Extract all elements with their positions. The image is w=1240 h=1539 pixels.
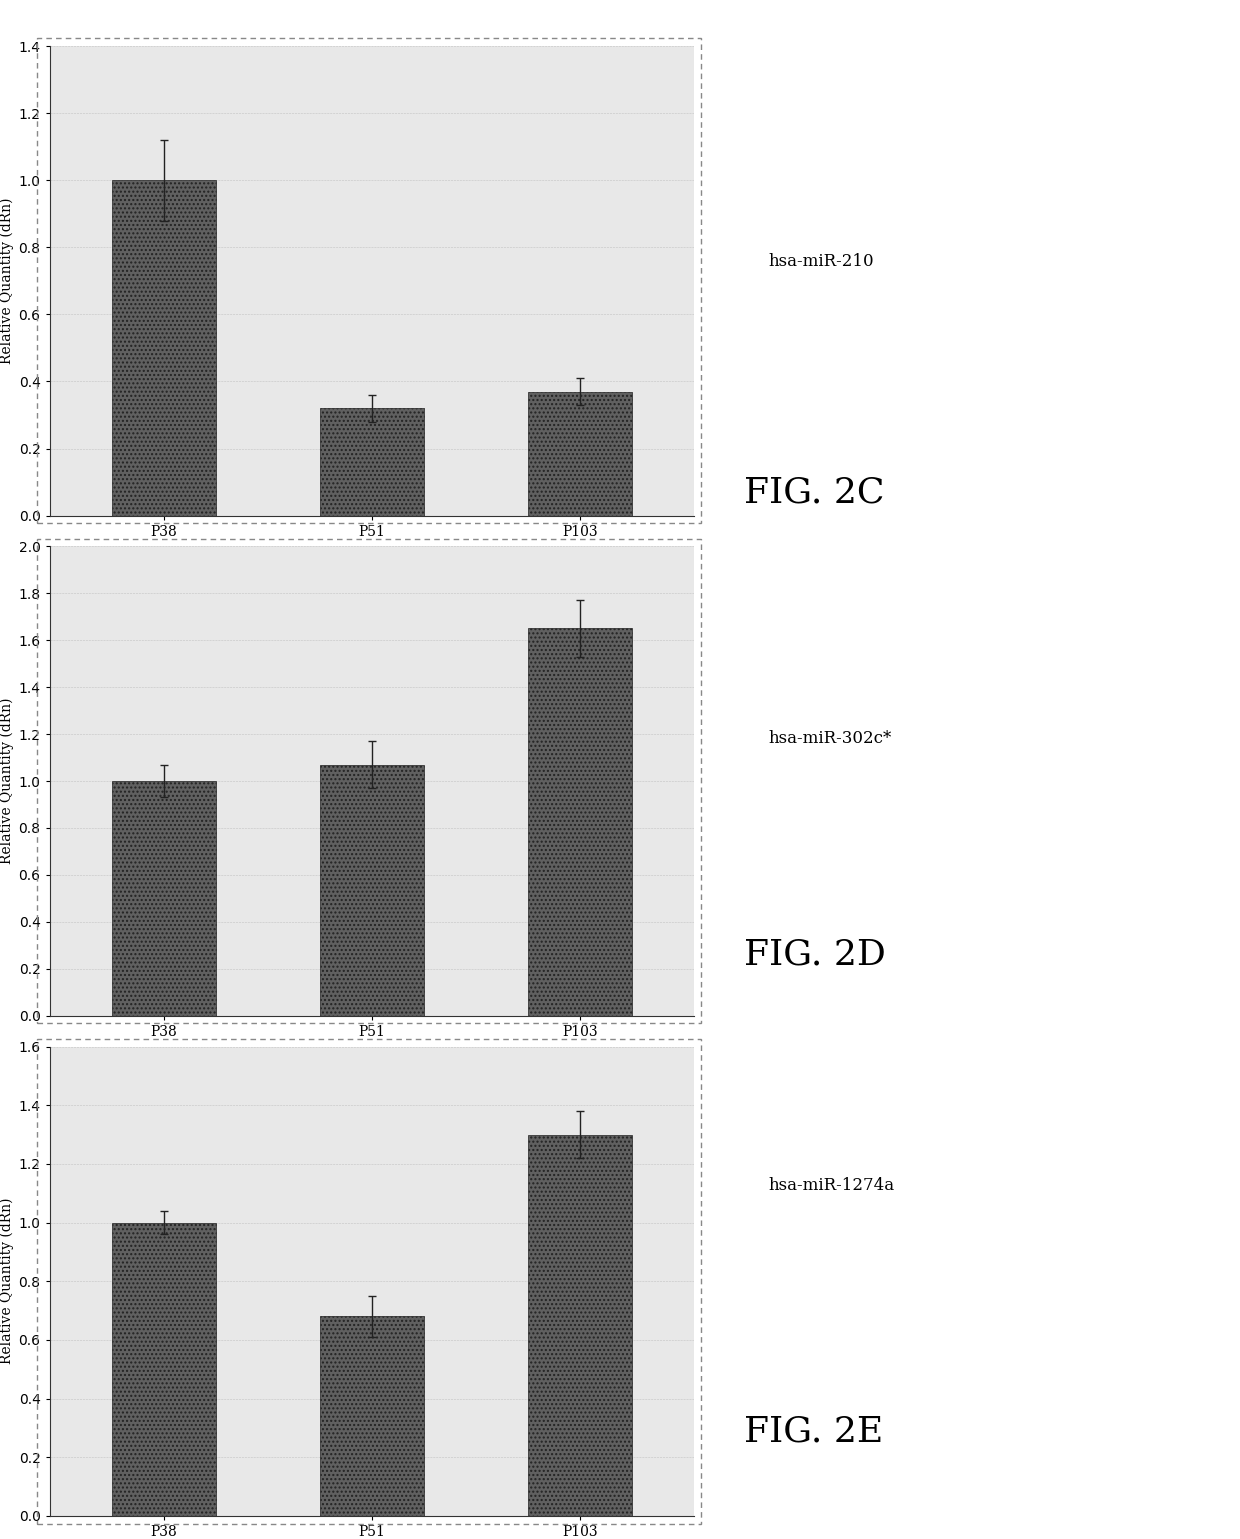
- Bar: [112, 1222, 216, 1516]
- Bar: [112, 782, 216, 1016]
- Y-axis label: Relative Quantity (dRn): Relative Quantity (dRn): [0, 1197, 15, 1365]
- Bar: [112, 180, 216, 516]
- Bar: [528, 1134, 632, 1516]
- Text: FIG. 2D: FIG. 2D: [744, 937, 885, 971]
- Y-axis label: Relative Quantity (dRn): Relative Quantity (dRn): [0, 197, 15, 365]
- Text: hsa-miR-1274a: hsa-miR-1274a: [769, 1176, 895, 1194]
- Bar: [320, 765, 424, 1016]
- Bar: [528, 628, 632, 1016]
- Bar: [320, 408, 424, 516]
- Text: FIG. 2E: FIG. 2E: [744, 1414, 883, 1448]
- Text: hsa-miR-302c*: hsa-miR-302c*: [769, 729, 892, 748]
- Text: hsa-miR-210: hsa-miR-210: [769, 252, 874, 271]
- Bar: [528, 391, 632, 516]
- Y-axis label: Relative Quantity (dRn): Relative Quantity (dRn): [0, 697, 15, 865]
- Bar: [320, 1316, 424, 1516]
- Text: FIG. 2C: FIG. 2C: [744, 476, 884, 509]
